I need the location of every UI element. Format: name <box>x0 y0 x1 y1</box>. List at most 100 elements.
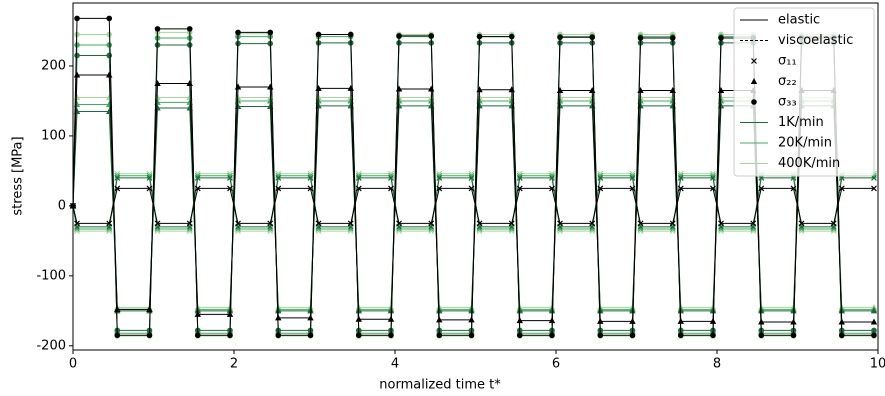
point <box>436 185 443 192</box>
point <box>146 332 153 339</box>
point <box>355 185 362 192</box>
point <box>146 185 153 192</box>
point <box>516 332 523 339</box>
legend-box <box>733 7 875 177</box>
point <box>637 220 644 227</box>
point <box>718 220 724 227</box>
point <box>476 33 483 40</box>
point <box>106 42 113 48</box>
point <box>549 174 555 181</box>
point <box>106 15 113 22</box>
point <box>347 220 354 227</box>
point <box>589 34 596 41</box>
point <box>589 86 596 93</box>
x-tick-label: 0 <box>69 357 77 372</box>
point <box>790 318 797 325</box>
point <box>468 316 475 323</box>
point <box>548 317 556 324</box>
point <box>629 317 636 324</box>
point <box>629 185 636 192</box>
point <box>436 332 443 339</box>
point <box>307 185 314 192</box>
point <box>669 86 676 93</box>
point <box>114 185 121 192</box>
point <box>476 86 483 93</box>
point <box>275 174 282 181</box>
point <box>388 174 394 181</box>
point <box>597 174 604 181</box>
point <box>717 86 725 93</box>
point <box>315 220 322 227</box>
point <box>355 315 362 322</box>
y-tick-label: -100 <box>36 268 66 283</box>
point <box>114 174 121 181</box>
legend-marker <box>751 99 757 105</box>
legend-label: 1K/min <box>778 115 824 130</box>
x-axis-label: normalized time t* <box>379 378 501 393</box>
point <box>549 185 555 192</box>
point <box>428 33 435 39</box>
point <box>74 52 80 59</box>
point <box>347 31 354 38</box>
point <box>194 185 201 192</box>
point <box>355 332 362 339</box>
point <box>267 83 274 90</box>
point <box>669 220 676 227</box>
legend-label: σ₃₃ <box>778 95 797 110</box>
point <box>226 310 234 317</box>
point <box>154 79 161 86</box>
point <box>677 317 684 324</box>
point <box>275 185 282 192</box>
point <box>146 305 153 312</box>
point <box>186 104 193 111</box>
legend-label: viscoelastic <box>778 33 853 48</box>
point <box>750 220 757 227</box>
point <box>838 318 845 325</box>
point <box>516 317 523 324</box>
point <box>637 86 644 93</box>
y-tick-label: -200 <box>36 338 66 353</box>
point <box>838 185 845 192</box>
point <box>227 185 233 192</box>
point <box>106 71 113 78</box>
point <box>557 34 563 41</box>
point <box>798 220 805 227</box>
point <box>710 185 716 192</box>
point <box>428 220 435 227</box>
point <box>629 174 636 181</box>
point <box>106 100 113 107</box>
legend-marker <box>751 58 757 64</box>
point <box>468 185 475 192</box>
point <box>436 316 443 323</box>
point <box>758 185 765 192</box>
point <box>74 42 80 48</box>
point <box>106 52 113 59</box>
point <box>718 35 724 41</box>
point <box>307 174 314 181</box>
point <box>597 185 604 192</box>
point <box>395 85 403 92</box>
point <box>396 33 402 39</box>
point <box>315 31 322 38</box>
point <box>516 174 523 181</box>
point <box>73 71 81 78</box>
point <box>710 174 716 181</box>
x-tick-label: 2 <box>230 357 238 372</box>
point <box>234 83 242 90</box>
x-tick-label: 4 <box>391 357 399 372</box>
point <box>677 332 684 339</box>
point <box>194 310 201 317</box>
legend-label: σ₁₁ <box>778 54 797 69</box>
x-tick-label: 10 <box>870 357 885 372</box>
point <box>154 26 161 32</box>
point <box>186 26 193 32</box>
y-axis-label: stress [MPa] <box>11 136 26 215</box>
point <box>709 317 717 324</box>
point <box>870 307 878 314</box>
point <box>74 15 80 22</box>
legend-marker <box>750 78 758 84</box>
point <box>388 332 394 339</box>
point <box>790 185 797 192</box>
point <box>710 332 716 339</box>
point <box>235 220 241 227</box>
